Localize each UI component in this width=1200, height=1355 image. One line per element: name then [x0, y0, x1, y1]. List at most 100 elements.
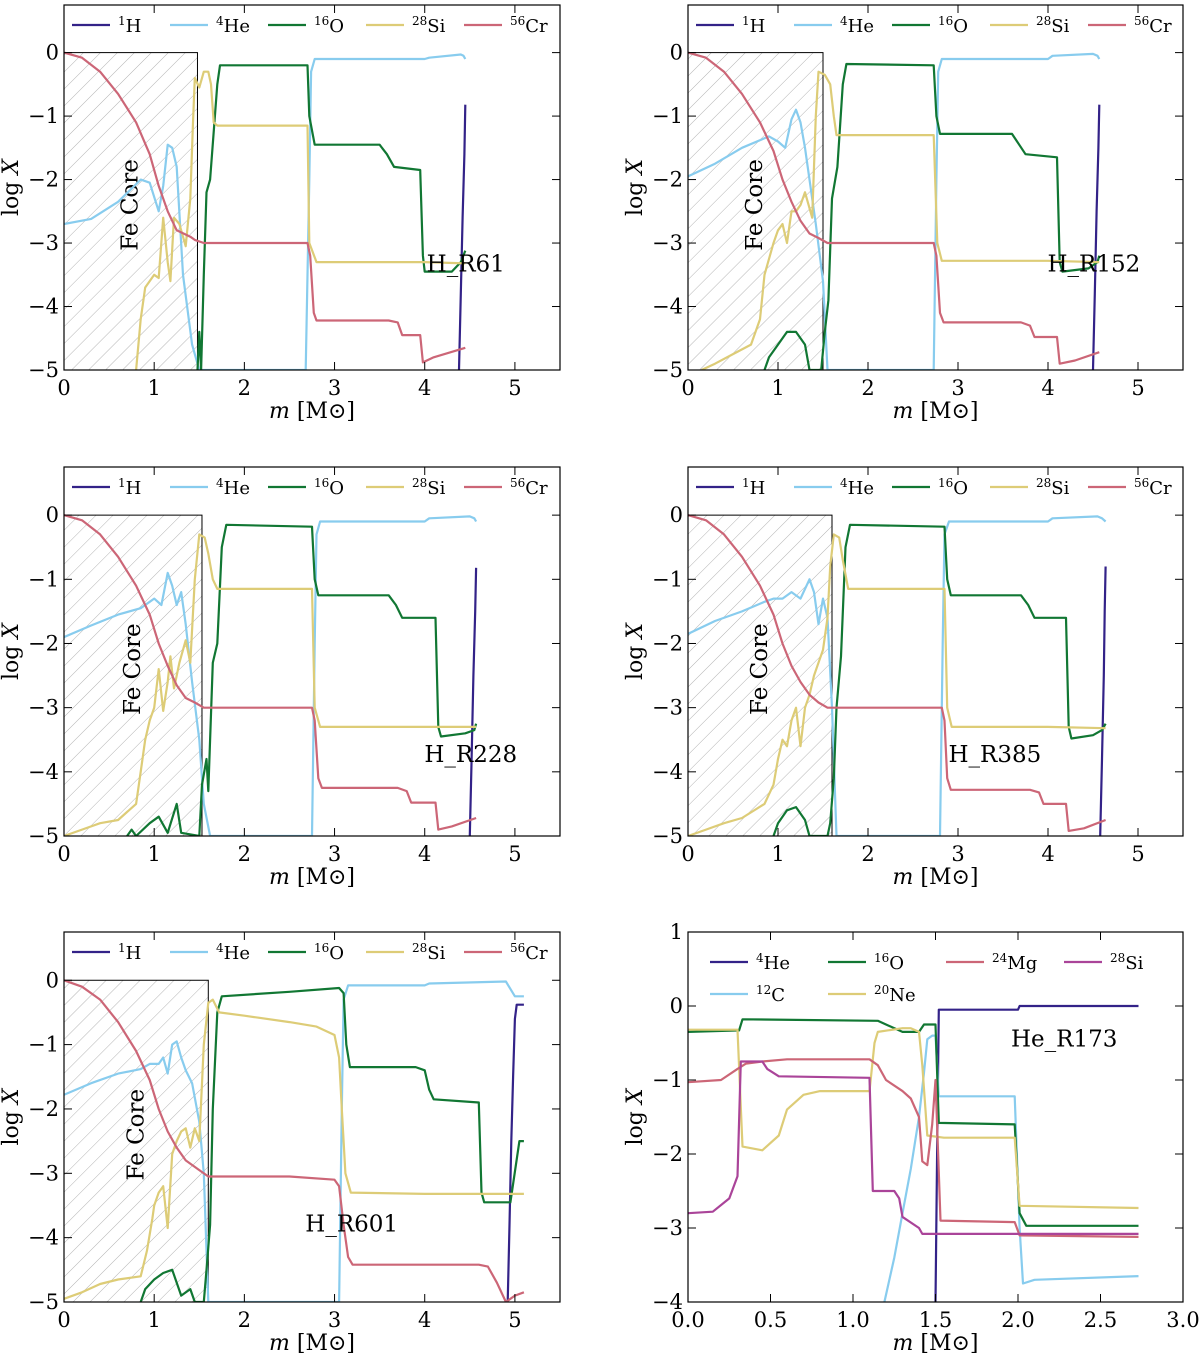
x-tick-label: 0 [57, 1308, 70, 1332]
y-tick-label: −2 [28, 1097, 59, 1121]
chart-panel-H_R61: Fe Core 0 1 2 3 4 5 0 −1 −2 −3 −4 −5 m [M⊙] log X H_R61… [0, 4, 561, 424]
series-line-H_R228-4 [64, 514, 477, 831]
series-line-H_R61-2 [196, 64, 467, 370]
series-line-H_R152-3 [701, 70, 1100, 370]
x-tick-label: 0 [681, 376, 694, 400]
x-tick-label: 4 [1041, 842, 1054, 866]
x-tick-label: 2 [861, 842, 874, 866]
legend-label: 24Mg [992, 951, 1037, 974]
y-tick-label: −1 [28, 1033, 59, 1057]
legend: 4He 16O 24Mg 28Si 12C 20Ne [710, 951, 1144, 1006]
legend-label: 16O [938, 476, 968, 499]
y-tick-label: −4 [652, 760, 683, 784]
x-tick-label: 1 [147, 376, 160, 400]
series-line-H_R601-1 [64, 980, 524, 1302]
legend-label: 4He [216, 14, 250, 37]
x-axis-label: m [M⊙] [269, 865, 355, 890]
legend-label: 4He [216, 476, 250, 499]
x-tick-label: 5 [508, 376, 521, 400]
x-tick-label: 5 [508, 842, 521, 866]
legend-label: 28Si [412, 476, 446, 499]
legend-label: 20Ne [874, 983, 916, 1006]
y-tick-label: −4 [28, 295, 59, 319]
y-tick-label: −4 [28, 760, 59, 784]
chart-panel-H_R385: Fe Core 0 1 2 3 4 5 0 −1 −2 −3 −4 −5 m [M⊙] log X H_R38… [623, 466, 1184, 890]
legend-label: 28Si [412, 941, 446, 964]
series-line-H_R228-0 [468, 567, 478, 836]
legend-label: 4He [216, 941, 250, 964]
chart-panel-H_R152: Fe Core 0 1 2 3 4 5 0 −1 −2 −3 −4 −5 m [M⊙] log X H_R15… [623, 4, 1184, 424]
x-tick-label: 4 [418, 376, 431, 400]
series-line-H_R228-3 [64, 533, 477, 836]
model-annotation: He_R173 [1011, 1027, 1117, 1053]
y-tick-label: −4 [652, 295, 683, 319]
plot-frame [687, 466, 1184, 837]
y-tick-label: −2 [652, 168, 683, 192]
legend-label: 1H [742, 14, 765, 37]
x-tick-label: 2.5 [1084, 1308, 1117, 1332]
legend-label: 16O [314, 941, 344, 964]
chart-panel-H_R228: Fe Core 0 1 2 3 4 5 0 −1 −2 −3 −4 −5 m [M⊙] log X H_R22… [0, 466, 561, 890]
y-tick-label: −3 [28, 696, 59, 720]
y-axis-label: log X [0, 1087, 24, 1145]
x-axis-label: m [M⊙] [893, 1331, 979, 1355]
series-line-He_R173-0 [934, 1004, 1139, 1302]
y-tick-label: −1 [652, 104, 683, 128]
plot-frame [63, 931, 561, 1303]
y-tick-label: −3 [652, 1216, 683, 1240]
y-tick-label: −2 [28, 631, 59, 655]
y-axis-label: log X [623, 158, 648, 216]
x-tick-label: 0 [681, 842, 694, 866]
legend-label: 1H [118, 941, 141, 964]
chart-panel-He_R173: 0.0 0.5 1.0 1.5 2.0 2.5 3.0 1 0 −1 −2 −3 −4 m [M⊙] log… [623, 920, 1200, 1355]
y-tick-label: 0 [670, 41, 683, 65]
series-line-H_R152-0 [1091, 104, 1101, 370]
x-axis-label: m [M⊙] [269, 399, 355, 424]
legend-label: 28Si [412, 14, 446, 37]
y-tick-label: 1 [670, 920, 683, 944]
y-tick-label: 0 [670, 503, 683, 527]
series-line-H_R61-4 [64, 51, 466, 364]
x-tick-label: 2 [861, 376, 874, 400]
x-tick-label: 1 [147, 842, 160, 866]
model-annotation: H_R228 [424, 742, 517, 768]
y-tick-label: 0 [46, 968, 59, 992]
plot-frame [63, 4, 561, 371]
series-line-H_R601-0 [506, 1003, 524, 1302]
series-line-He_R173-3 [688, 1027, 1139, 1210]
series-line-H_R228-1 [64, 515, 478, 836]
x-tick-label: 4 [418, 1308, 431, 1332]
x-tick-label: 0 [57, 842, 70, 866]
legend: 1H 4He 16O 28Si 56Cr [72, 941, 548, 964]
legend-label: 28Si [1036, 476, 1070, 499]
x-tick-label: 2.0 [1001, 1308, 1034, 1332]
legend-label: 4He [840, 14, 874, 37]
legend-label: 56Cr [510, 14, 548, 37]
legend-label: 1H [118, 14, 141, 37]
x-tick-label: 3 [951, 842, 964, 866]
series-line-H_R152-4 [688, 51, 1100, 365]
y-tick-label: −3 [652, 696, 683, 720]
series-line-H_R385-1 [688, 515, 1107, 836]
y-tick-label: −3 [28, 1161, 59, 1185]
y-tick-label: −5 [652, 358, 683, 382]
y-tick-label: −5 [652, 824, 683, 848]
legend-label: 16O [938, 14, 968, 37]
x-tick-label: 4 [418, 842, 431, 866]
x-tick-label: 0.0 [671, 1308, 704, 1332]
x-tick-label: 3 [328, 842, 341, 866]
legend-label: 28Si [1110, 951, 1144, 974]
legend: 1H 4He 16O 28Si 56Cr [72, 476, 548, 499]
x-tick-label: 0 [57, 376, 70, 400]
series-line-He_R173-5 [688, 1060, 1139, 1235]
legend: 1H 4He 16O 28Si 56Cr [696, 476, 1172, 499]
x-tick-label: 5 [1131, 842, 1144, 866]
legend-label: 56Cr [1134, 14, 1172, 37]
series-line-H_R61-1 [64, 53, 467, 370]
y-axis-label: log X [0, 622, 24, 680]
chart-panel-H_R601: Fe Core 0 1 2 3 4 5 0 −1 −2 −3 −4 −5 m [M⊙] log X H_R60… [0, 931, 561, 1355]
legend-label: 16O [314, 14, 344, 37]
legend-label: 12C [756, 983, 785, 1006]
y-tick-label: −3 [28, 231, 59, 255]
